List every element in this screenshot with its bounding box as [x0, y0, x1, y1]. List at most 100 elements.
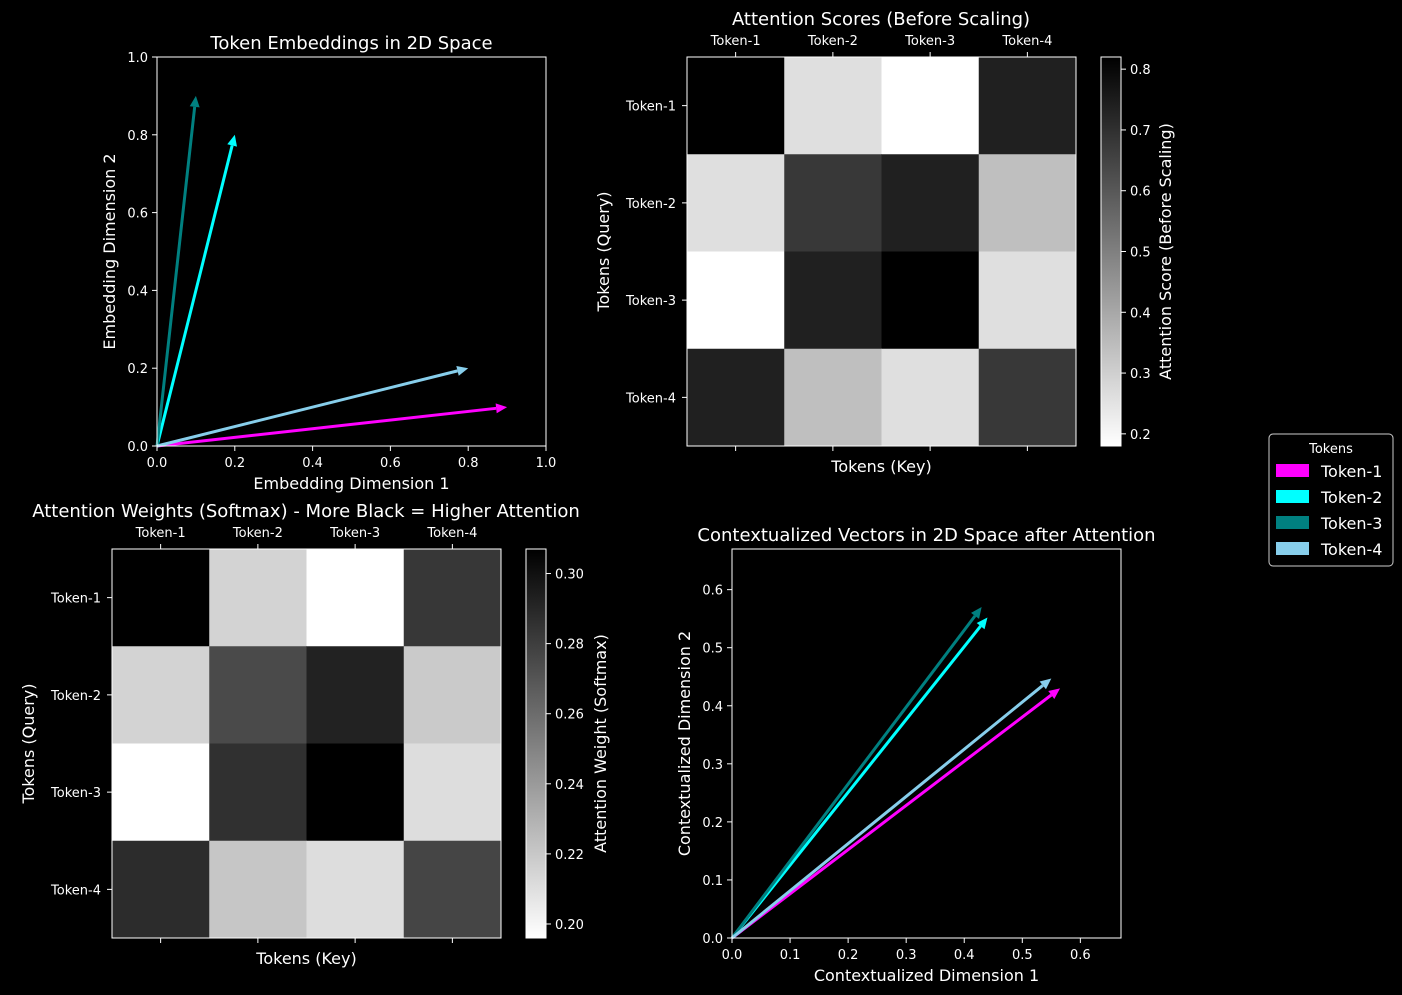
heatmap-cell [209, 549, 307, 647]
colorbar-tick-label: 0.4 [1130, 306, 1151, 321]
x-tick-label: Token-1 [710, 34, 761, 49]
x-axis-label: Embedding Dimension 1 [253, 474, 449, 493]
y-tick-label: 0.6 [702, 584, 723, 599]
heatmap-cell [403, 743, 502, 842]
heatmap-cell [112, 840, 210, 939]
heatmap-cell [881, 154, 980, 252]
y-tick-label: Token-4 [50, 883, 101, 898]
y-tick-label: 0.1 [702, 874, 723, 889]
vector-token-2 [155, 134, 237, 447]
heatmap-cell [687, 57, 785, 155]
heatmap-cell [687, 348, 785, 447]
vector-token-4 [731, 678, 1052, 940]
colorbar-tick-label: 0.30 [555, 568, 584, 583]
y-axis-label: Tokens (Query) [594, 191, 613, 312]
y-tick-label: Token-3 [625, 294, 676, 309]
legend-swatch [1276, 490, 1309, 503]
plot-frame [156, 56, 547, 447]
vector-shaft [155, 106, 197, 447]
heatmap-cell [209, 743, 307, 842]
heatmap-cell [112, 646, 210, 744]
heatmap-cell [687, 251, 785, 350]
chart-title: Attention Scores (Before Scaling) [732, 9, 1030, 30]
x-tick-label: 0.2 [224, 456, 245, 471]
y-tick-label: 0.3 [702, 758, 723, 773]
x-tick-label: 0.0 [722, 948, 743, 963]
heatmap-cell [209, 840, 307, 939]
y-tick-label: Token-4 [625, 391, 676, 406]
heatmap-cell [403, 840, 502, 939]
heatmap-cell [784, 154, 882, 252]
x-tick-label: Token-3 [329, 526, 380, 541]
legend-item-token-2: Token-2 [1276, 488, 1382, 507]
vector-head [227, 134, 237, 147]
heatmap-cell [306, 549, 405, 647]
chart-title: Contextualized Vectors in 2D Space after… [697, 525, 1155, 546]
x-tick-label: 0.1 [780, 948, 801, 963]
y-tick-label: Token-2 [625, 197, 676, 212]
x-tick-label: 0.4 [302, 456, 323, 471]
y-tick-label: 0.8 [127, 129, 148, 144]
vector-head [976, 617, 988, 630]
x-tick-label: Token-4 [426, 526, 477, 541]
x-tick-label: Token-4 [1001, 34, 1052, 49]
colorbar-label: Attention Score (Before Scaling) [1156, 123, 1175, 380]
vector-shaft [731, 684, 1044, 940]
y-tick-label: 0.0 [702, 932, 723, 947]
plot-frame [686, 56, 1077, 447]
vector-shaft [730, 614, 977, 939]
y-tick-label: 0.6 [127, 207, 148, 222]
chart-embeddings: 0.0 0.2 0.4 0.6 0.8 1.0 0.0 0.2 0.4 0.6 0.8 1.0 Toke… [100, 33, 556, 493]
vector-head [971, 607, 982, 619]
x-tick-label: 0.6 [1070, 948, 1091, 963]
plot-frame [731, 548, 1122, 939]
y-tick-label: Token-1 [50, 592, 101, 607]
plot-frame [111, 548, 502, 939]
legend-swatch [1276, 542, 1309, 555]
y-tick-label: 1.0 [127, 51, 148, 66]
legend-swatch [1276, 464, 1309, 477]
x-tick-label: 0.5 [1012, 948, 1033, 963]
heatmap-cell [978, 348, 1077, 447]
heatmap-cell [978, 251, 1077, 350]
heatmap-cell [112, 743, 210, 842]
colorbar-tick-label: 0.5 [1130, 246, 1151, 261]
heatmap-cell [687, 154, 785, 252]
vector-head [189, 95, 200, 108]
y-tick-label: 0.2 [127, 362, 148, 377]
heatmap-cell [881, 251, 980, 350]
colorbar-tick-label: 0.2 [1130, 428, 1151, 443]
vector-head [456, 366, 469, 376]
y-tick-label: 0.0 [127, 440, 148, 455]
x-tick-label: Token-1 [135, 526, 186, 541]
vector-head [1048, 688, 1061, 699]
vector-token-1 [731, 688, 1061, 940]
heatmap-cell [978, 154, 1077, 252]
heatmap-cell [784, 348, 882, 447]
vector-shaft [156, 406, 497, 448]
x-tick-label: Token-2 [232, 526, 283, 541]
legend-label: Token-1 [1320, 462, 1382, 481]
x-tick-label: Token-2 [807, 34, 858, 49]
chart-scores: Token-1 Token-1 Token-2 Token-2 Token-3 Token… [594, 9, 1175, 476]
vector-head [495, 403, 508, 414]
x-axis-label: Contextualized Dimension 1 [814, 966, 1039, 985]
y-tick-label: Token-1 [625, 100, 676, 115]
heatmap-cell [881, 348, 980, 447]
vector-shaft [731, 693, 1053, 940]
chart-contextual: 0.0 0.1 0.2 0.3 0.4 0.5 0.6 0.0 0.1 0.2 0.3 0.4 0.5 0… [675, 525, 1156, 985]
legend-item-token-3: Token-3 [1276, 514, 1382, 533]
legend-label: Token-2 [1320, 488, 1382, 507]
y-axis-label: Tokens (Query) [19, 683, 38, 804]
vector-token-4 [156, 366, 469, 448]
colorbar-tick-label: 0.26 [555, 708, 584, 723]
legend-item-token-4: Token-4 [1276, 540, 1382, 559]
colorbar [1100, 56, 1122, 447]
chart-title: Token Embeddings in 2D Space [209, 33, 492, 54]
colorbar-tick-label: 0.3 [1130, 367, 1151, 382]
heatmap-cell [306, 840, 405, 939]
vector-shaft [156, 369, 458, 448]
y-axis-label: Contextualized Dimension 2 [675, 631, 694, 856]
colorbar-tick-label: 0.28 [555, 638, 584, 653]
legend: Tokens Token-1 Token-2 Token-3 Token-4 [1268, 433, 1394, 567]
